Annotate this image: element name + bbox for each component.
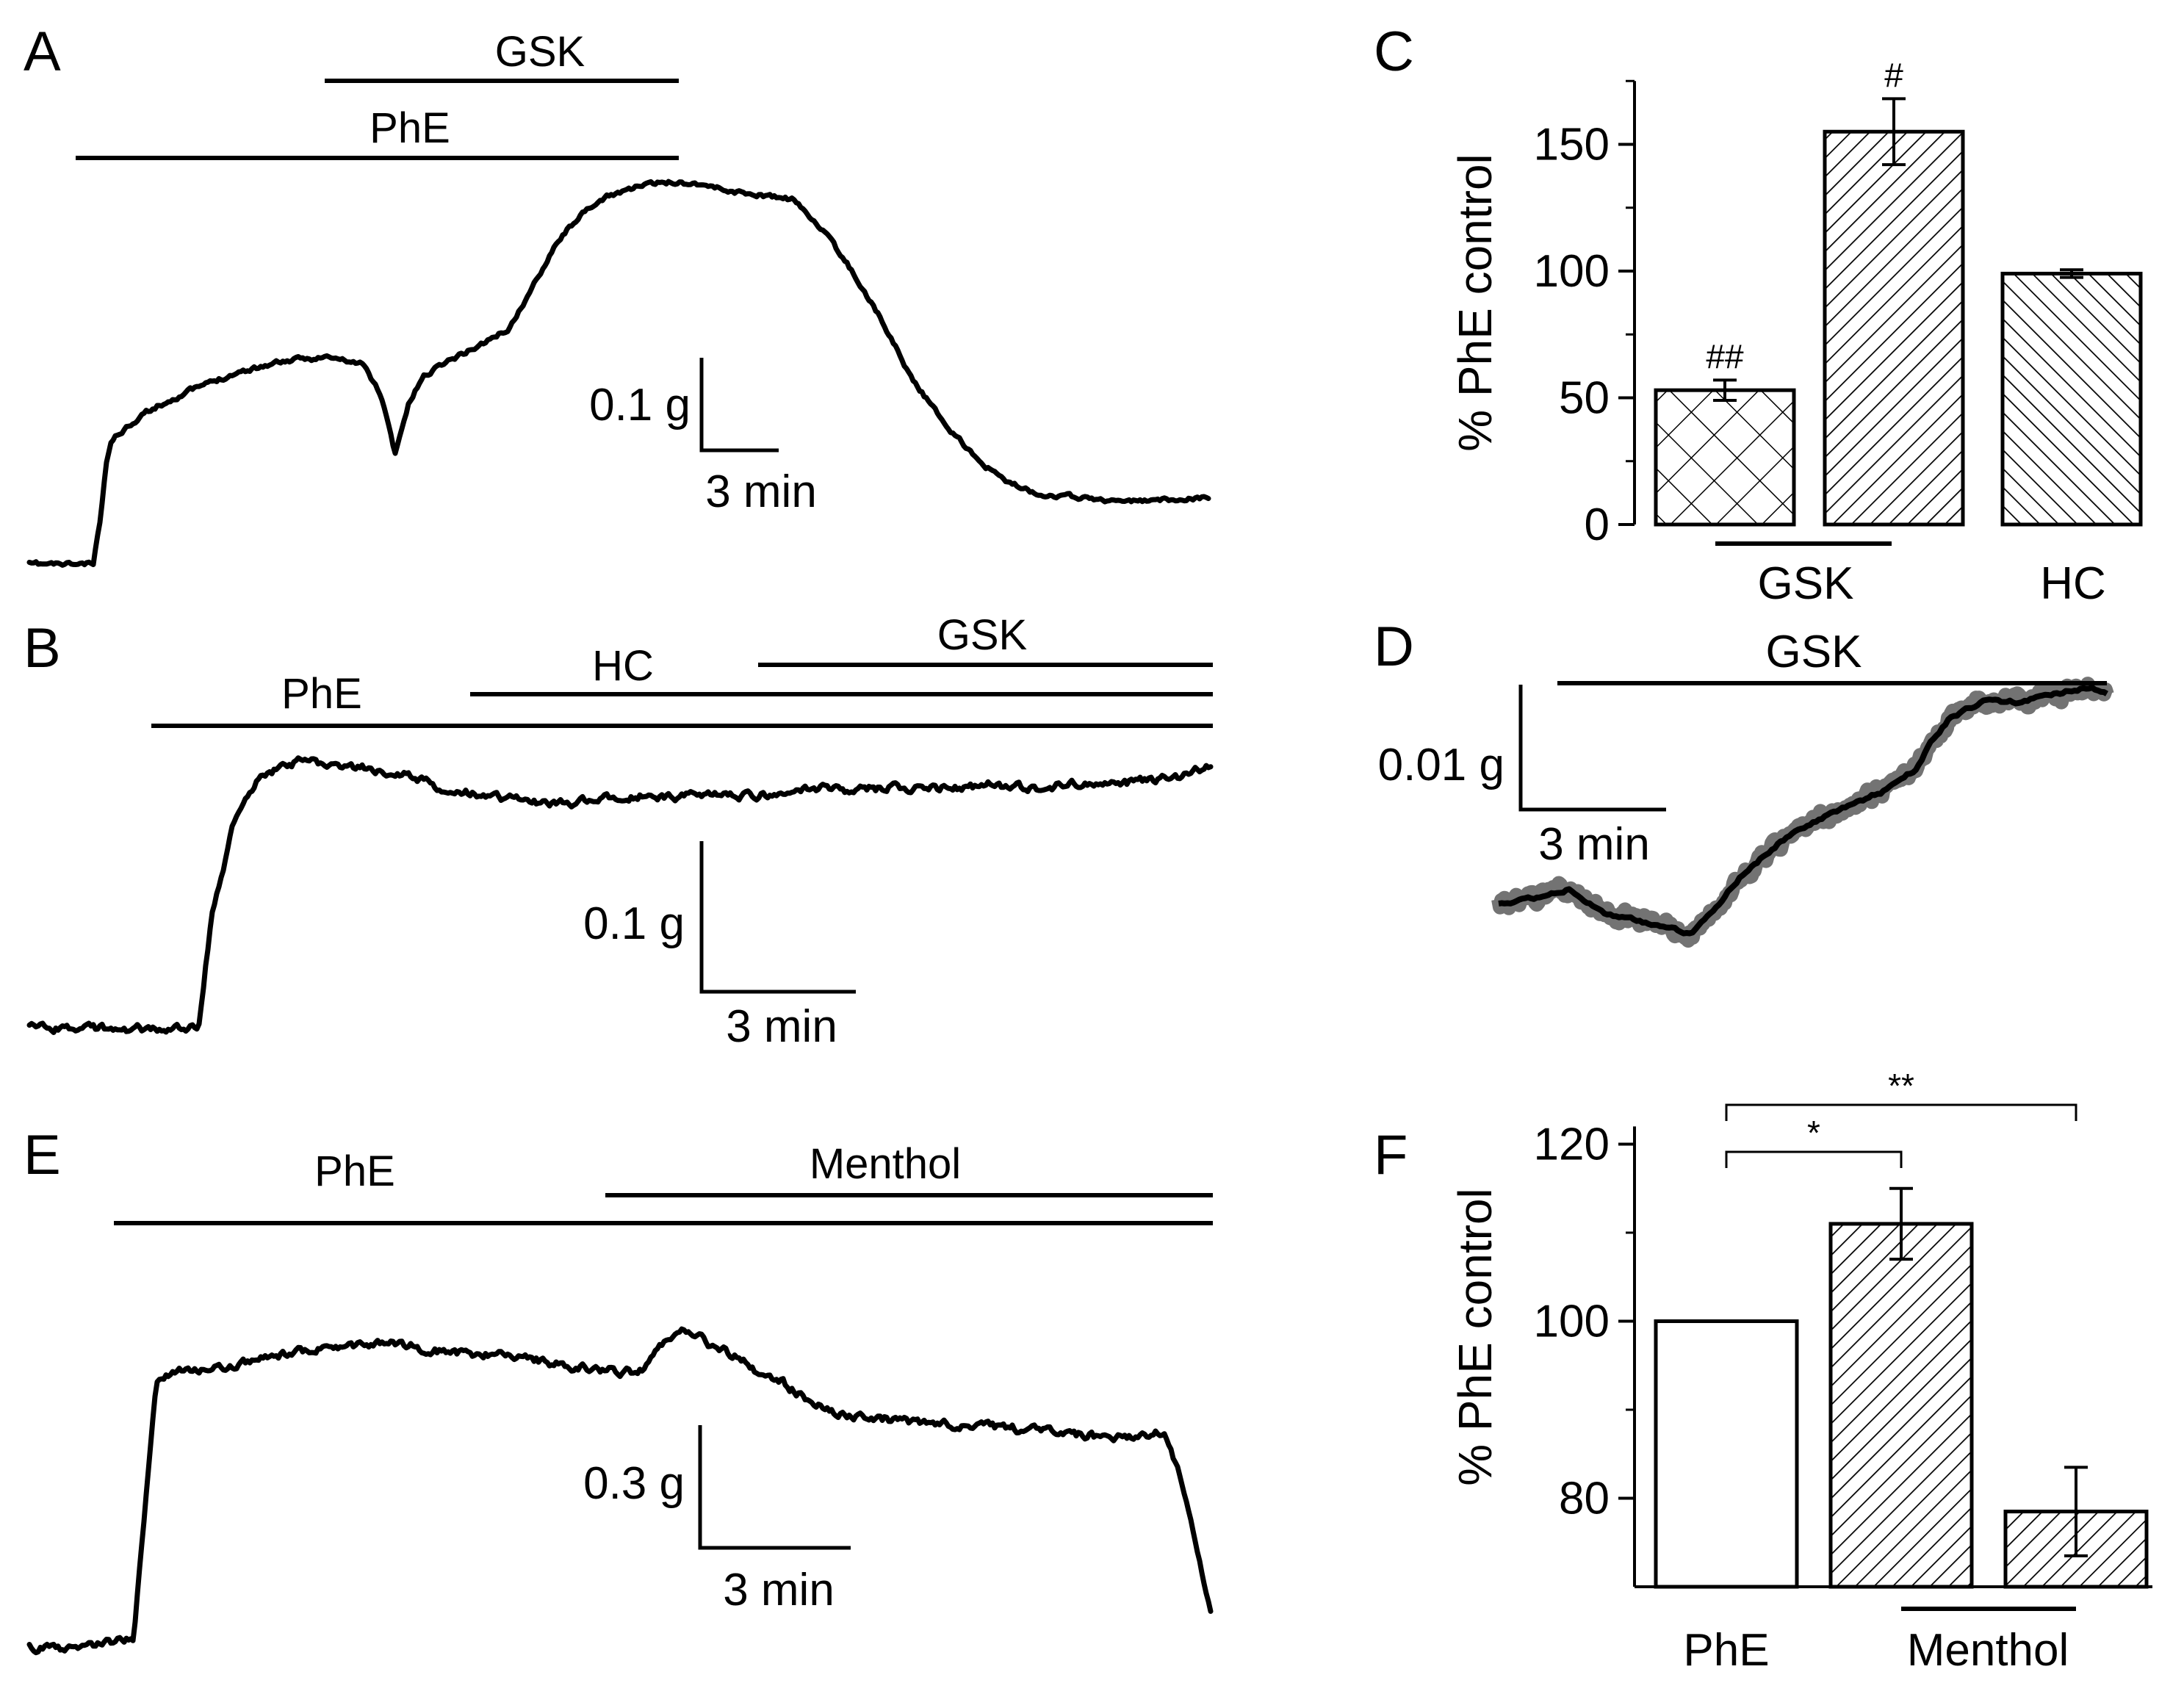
treatment-label-gsk: GSK <box>937 611 1028 659</box>
scale-bar-b <box>699 841 856 994</box>
y-tick-label: 100 <box>1534 246 1610 297</box>
significance-stars: * <box>1807 1114 1820 1152</box>
significance-mark: # <box>1884 56 1903 94</box>
bar <box>1654 1319 1799 1589</box>
y-axis-title-c: % PhE control <box>1449 154 1502 452</box>
scale-label-x-e: 3 min <box>723 1565 835 1615</box>
bar <box>1654 388 1796 527</box>
trace-e <box>26 1326 1214 1656</box>
significance-bracket <box>1725 1150 1903 1168</box>
treatment-label-phe: PhE <box>370 104 450 152</box>
trace-a <box>26 179 1211 568</box>
significance-bracket <box>1725 1103 2077 1121</box>
trace-b <box>26 755 1214 1035</box>
treatment-label-gsk: GSK <box>1766 627 1862 677</box>
y-tick-label: 80 <box>1559 1474 1610 1524</box>
trace-d-noise <box>1491 677 2114 948</box>
treatment-label-hc: HC <box>592 642 654 690</box>
y-axis-title-f: % PhE control <box>1449 1188 1502 1486</box>
y-tick-label: 150 <box>1534 120 1610 170</box>
significance-mark: ## <box>1706 337 1744 375</box>
group-label-phe: PhE <box>1683 1625 1769 1676</box>
significance-stars: ** <box>1888 1067 1914 1105</box>
panel-letter-a: A <box>24 21 61 83</box>
y-tick-label: 100 <box>1534 1297 1610 1347</box>
panel-d: D GSK 0.01 g 3 min <box>1374 616 2114 948</box>
scale-label-y-d: 0.01 g <box>1378 740 1504 790</box>
panel-letter-b: B <box>24 617 61 680</box>
panel-a: A GSK PhE 0.1 g 3 min <box>24 21 1211 568</box>
scale-label-x-d: 3 min <box>1538 819 1650 870</box>
y-tick-label: 0 <box>1585 500 1610 550</box>
panel-letter-d: D <box>1374 616 1414 678</box>
panel-letter-e: E <box>24 1124 61 1186</box>
bar <box>1828 1222 1974 1589</box>
treatment-label-gsk: GSK <box>495 28 585 76</box>
y-tick-label: 50 <box>1559 373 1610 424</box>
treatment-label-menthol: Menthol <box>810 1140 961 1188</box>
scale-label-y-e: 0.3 g <box>583 1458 685 1509</box>
panel-e: E Menthol PhE 0.3 g 3 min <box>24 1124 1214 1656</box>
scale-label-y-b: 0.1 g <box>583 898 685 949</box>
group-label-menthol: Menthol <box>1907 1625 2069 1676</box>
scale-bar-d <box>1518 685 1666 812</box>
group-label-gsk: GSK <box>1758 558 1854 609</box>
scale-bar-e <box>698 1425 851 1550</box>
bar <box>2000 271 2143 527</box>
panel-letter-f: F <box>1374 1124 1408 1186</box>
scale-label-x-b: 3 min <box>726 1001 837 1052</box>
treatment-label-phe: PhE <box>314 1147 395 1195</box>
scale-bar-a <box>699 358 779 453</box>
scale-label-y-a: 0.1 g <box>589 380 691 430</box>
trace-d <box>1498 685 2108 937</box>
treatment-label-phe: PhE <box>281 670 362 718</box>
panel-b: B GSK HC PhE 0.1 g 3 min <box>24 611 1214 1052</box>
bar <box>1823 129 1965 527</box>
group-label-hc: HC <box>2040 558 2106 609</box>
scale-label-x-a: 3 min <box>705 466 817 517</box>
y-tick-label: 120 <box>1534 1120 1610 1170</box>
panel-letter-c: C <box>1374 21 1414 83</box>
